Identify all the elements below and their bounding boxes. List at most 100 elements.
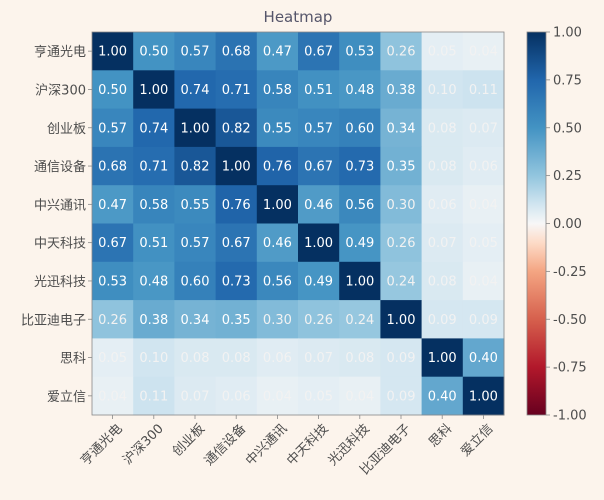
heatmap-cell — [339, 185, 381, 224]
heatmap-cell — [215, 108, 258, 148]
heatmap-cell — [215, 185, 258, 224]
heatmap-cell — [215, 376, 258, 416]
heatmap-cell — [215, 300, 258, 339]
heatmap-cell — [380, 70, 422, 109]
cell-value-label: 0.68 — [98, 160, 127, 175]
heatmap-cell — [462, 108, 505, 148]
cell-value-label: 0.08 — [345, 351, 374, 366]
cell-value-label: 0.55 — [263, 121, 292, 136]
cell-value-label: 0.73 — [222, 274, 251, 289]
heatmap-cell — [462, 223, 505, 263]
row-tick-label: 思科 — [60, 352, 86, 367]
cell-value-label: 0.35 — [387, 160, 416, 175]
cell-value-label: 0.05 — [304, 389, 333, 404]
heatmap-cell — [215, 261, 258, 301]
heatmap-cell — [339, 108, 381, 148]
cell-value-label: 0.24 — [345, 313, 374, 328]
column-tick-label: 中兴通讯 — [243, 421, 290, 468]
plot-frame — [91, 31, 505, 416]
cell-value-label: 0.24 — [387, 274, 416, 289]
heatmap-cell — [133, 32, 175, 71]
cell-value-label: 0.26 — [387, 45, 416, 60]
cell-value-label: 0.06 — [222, 389, 251, 404]
heatmap-cell — [215, 338, 258, 378]
heatmap-cell — [421, 300, 464, 339]
cell-value-label: 0.38 — [387, 83, 416, 98]
heatmap-cell — [462, 376, 505, 416]
cell-value-label: 0.49 — [304, 274, 333, 289]
cell-value-label: 0.07 — [304, 351, 333, 366]
cell-value-label: 0.53 — [98, 274, 127, 289]
heatmap-cell — [339, 376, 381, 416]
cell-value-label: 0.57 — [98, 121, 127, 136]
cell-value-label: 0.34 — [387, 121, 416, 136]
heatmap-cell — [339, 32, 381, 71]
cell-value-label: 0.10 — [139, 351, 168, 366]
cell-value-label: 0.82 — [181, 160, 210, 175]
cell-value-label: 0.49 — [345, 236, 374, 251]
cell-value-label: 0.34 — [181, 313, 210, 328]
cell-value-label: 0.71 — [139, 160, 168, 175]
colorbar — [526, 31, 547, 416]
cell-value-label: 0.56 — [263, 274, 292, 289]
cell-value-label: 0.07 — [428, 236, 457, 251]
cell-value-label: 0.51 — [139, 236, 168, 251]
heatmap-cell — [421, 32, 464, 71]
cell-value-label: 0.60 — [181, 274, 210, 289]
cell-value-label: 0.57 — [304, 121, 333, 136]
colorbar-tick-label: -0.75 — [553, 361, 587, 376]
column-tick-label: 通信设备 — [201, 421, 249, 469]
colorbar-tick-label: 0.25 — [553, 169, 582, 184]
column-tick-label: 沪深300 — [120, 421, 167, 468]
cell-value-label: 0.76 — [222, 198, 251, 213]
heatmap-cell — [298, 338, 340, 378]
chart-title: Heatmap — [264, 8, 333, 26]
heatmap-cell — [256, 108, 299, 148]
heatmap-cell — [133, 185, 175, 224]
heatmap-cell — [215, 32, 258, 71]
heatmap-cell — [174, 108, 216, 148]
cell-value-label: 0.04 — [469, 274, 498, 289]
cell-value-label: 0.09 — [469, 313, 498, 328]
cell-value-label: 0.05 — [428, 45, 457, 60]
colorbar-tick-label: 0.75 — [553, 73, 582, 88]
colorbar-ticks: 1.00 0.75 0.50 0.25 0.00 -0.25 -0.50 -0.75 -1.00 — [546, 26, 587, 424]
cell-value-label: 0.06 — [263, 351, 292, 366]
cell-value-label: 0.40 — [428, 389, 457, 404]
colorbar-tick-label: -0.25 — [553, 265, 587, 280]
column-tick-label: 中天科技 — [284, 421, 331, 468]
heatmap-cell — [174, 223, 216, 263]
heatmap-cell — [298, 261, 340, 301]
cell-value-label: 0.04 — [469, 45, 498, 60]
cell-value-label: 0.04 — [98, 389, 127, 404]
heatmap-cell — [174, 376, 216, 416]
cell-value-label: 0.10 — [428, 83, 457, 98]
cell-value-label: 0.53 — [345, 45, 374, 60]
cell-value-label: 0.58 — [139, 198, 168, 213]
heatmap-cell — [92, 376, 134, 416]
colorbar-tick-label: 0.50 — [553, 121, 582, 136]
heatmap-cell — [133, 108, 175, 148]
heatmap-cell — [133, 70, 175, 109]
cell-value-label: 1.00 — [469, 389, 498, 404]
cell-value-label: 0.08 — [428, 274, 457, 289]
cell-value-label: 0.57 — [181, 236, 210, 251]
heatmap-cell — [256, 146, 299, 186]
row-tick-label: 比亚迪电子 — [21, 313, 86, 328]
cell-value-label: 0.74 — [181, 83, 210, 98]
colorbar-tick-label: -1.00 — [553, 409, 587, 424]
cell-value-label: 0.26 — [304, 313, 333, 328]
column-tick-label: 思科 — [426, 421, 455, 450]
heatmap-cell — [421, 185, 464, 224]
heatmap-cell — [380, 376, 422, 416]
heatmap-cell — [174, 185, 216, 224]
cell-value-label: 0.11 — [139, 389, 168, 404]
heatmap-cell — [421, 338, 464, 378]
cell-value-label: 0.51 — [304, 83, 333, 98]
heatmap-cell — [92, 223, 134, 263]
cell-value-label: 0.05 — [469, 236, 498, 251]
heatmap-cell — [256, 300, 299, 339]
heatmap-cell — [421, 376, 464, 416]
heatmap-cell — [462, 300, 505, 339]
cell-value-label: 0.46 — [263, 236, 292, 251]
